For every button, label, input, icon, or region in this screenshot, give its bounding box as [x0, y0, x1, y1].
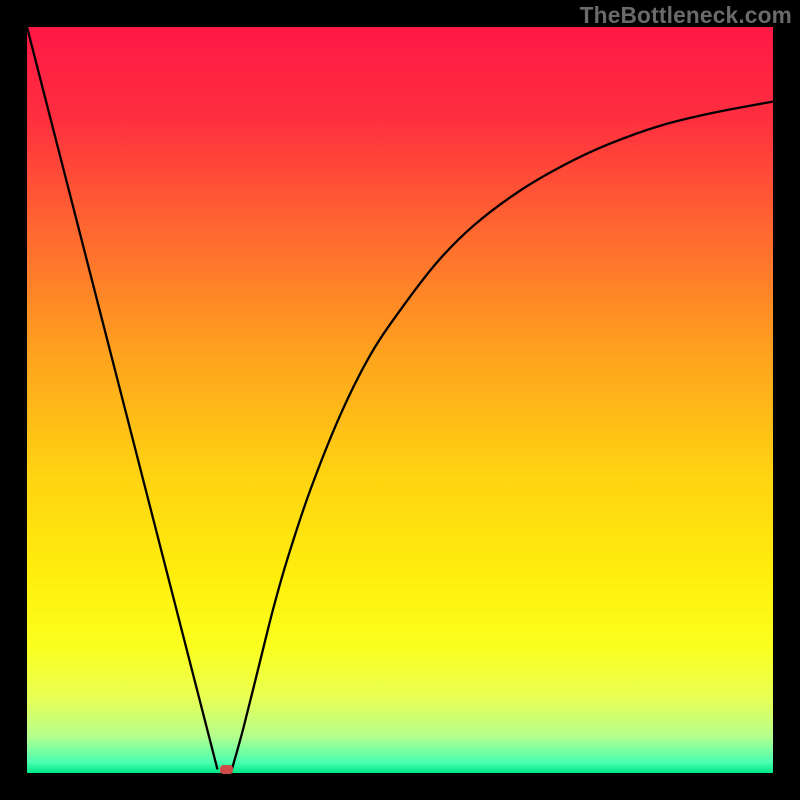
bottleneck-curve	[27, 27, 773, 769]
chart-svg	[27, 27, 773, 773]
min-marker	[220, 765, 233, 774]
chart-plot-area	[27, 27, 773, 773]
watermark-text: TheBottleneck.com	[580, 2, 792, 29]
chart-frame: TheBottleneck.com	[0, 0, 800, 800]
